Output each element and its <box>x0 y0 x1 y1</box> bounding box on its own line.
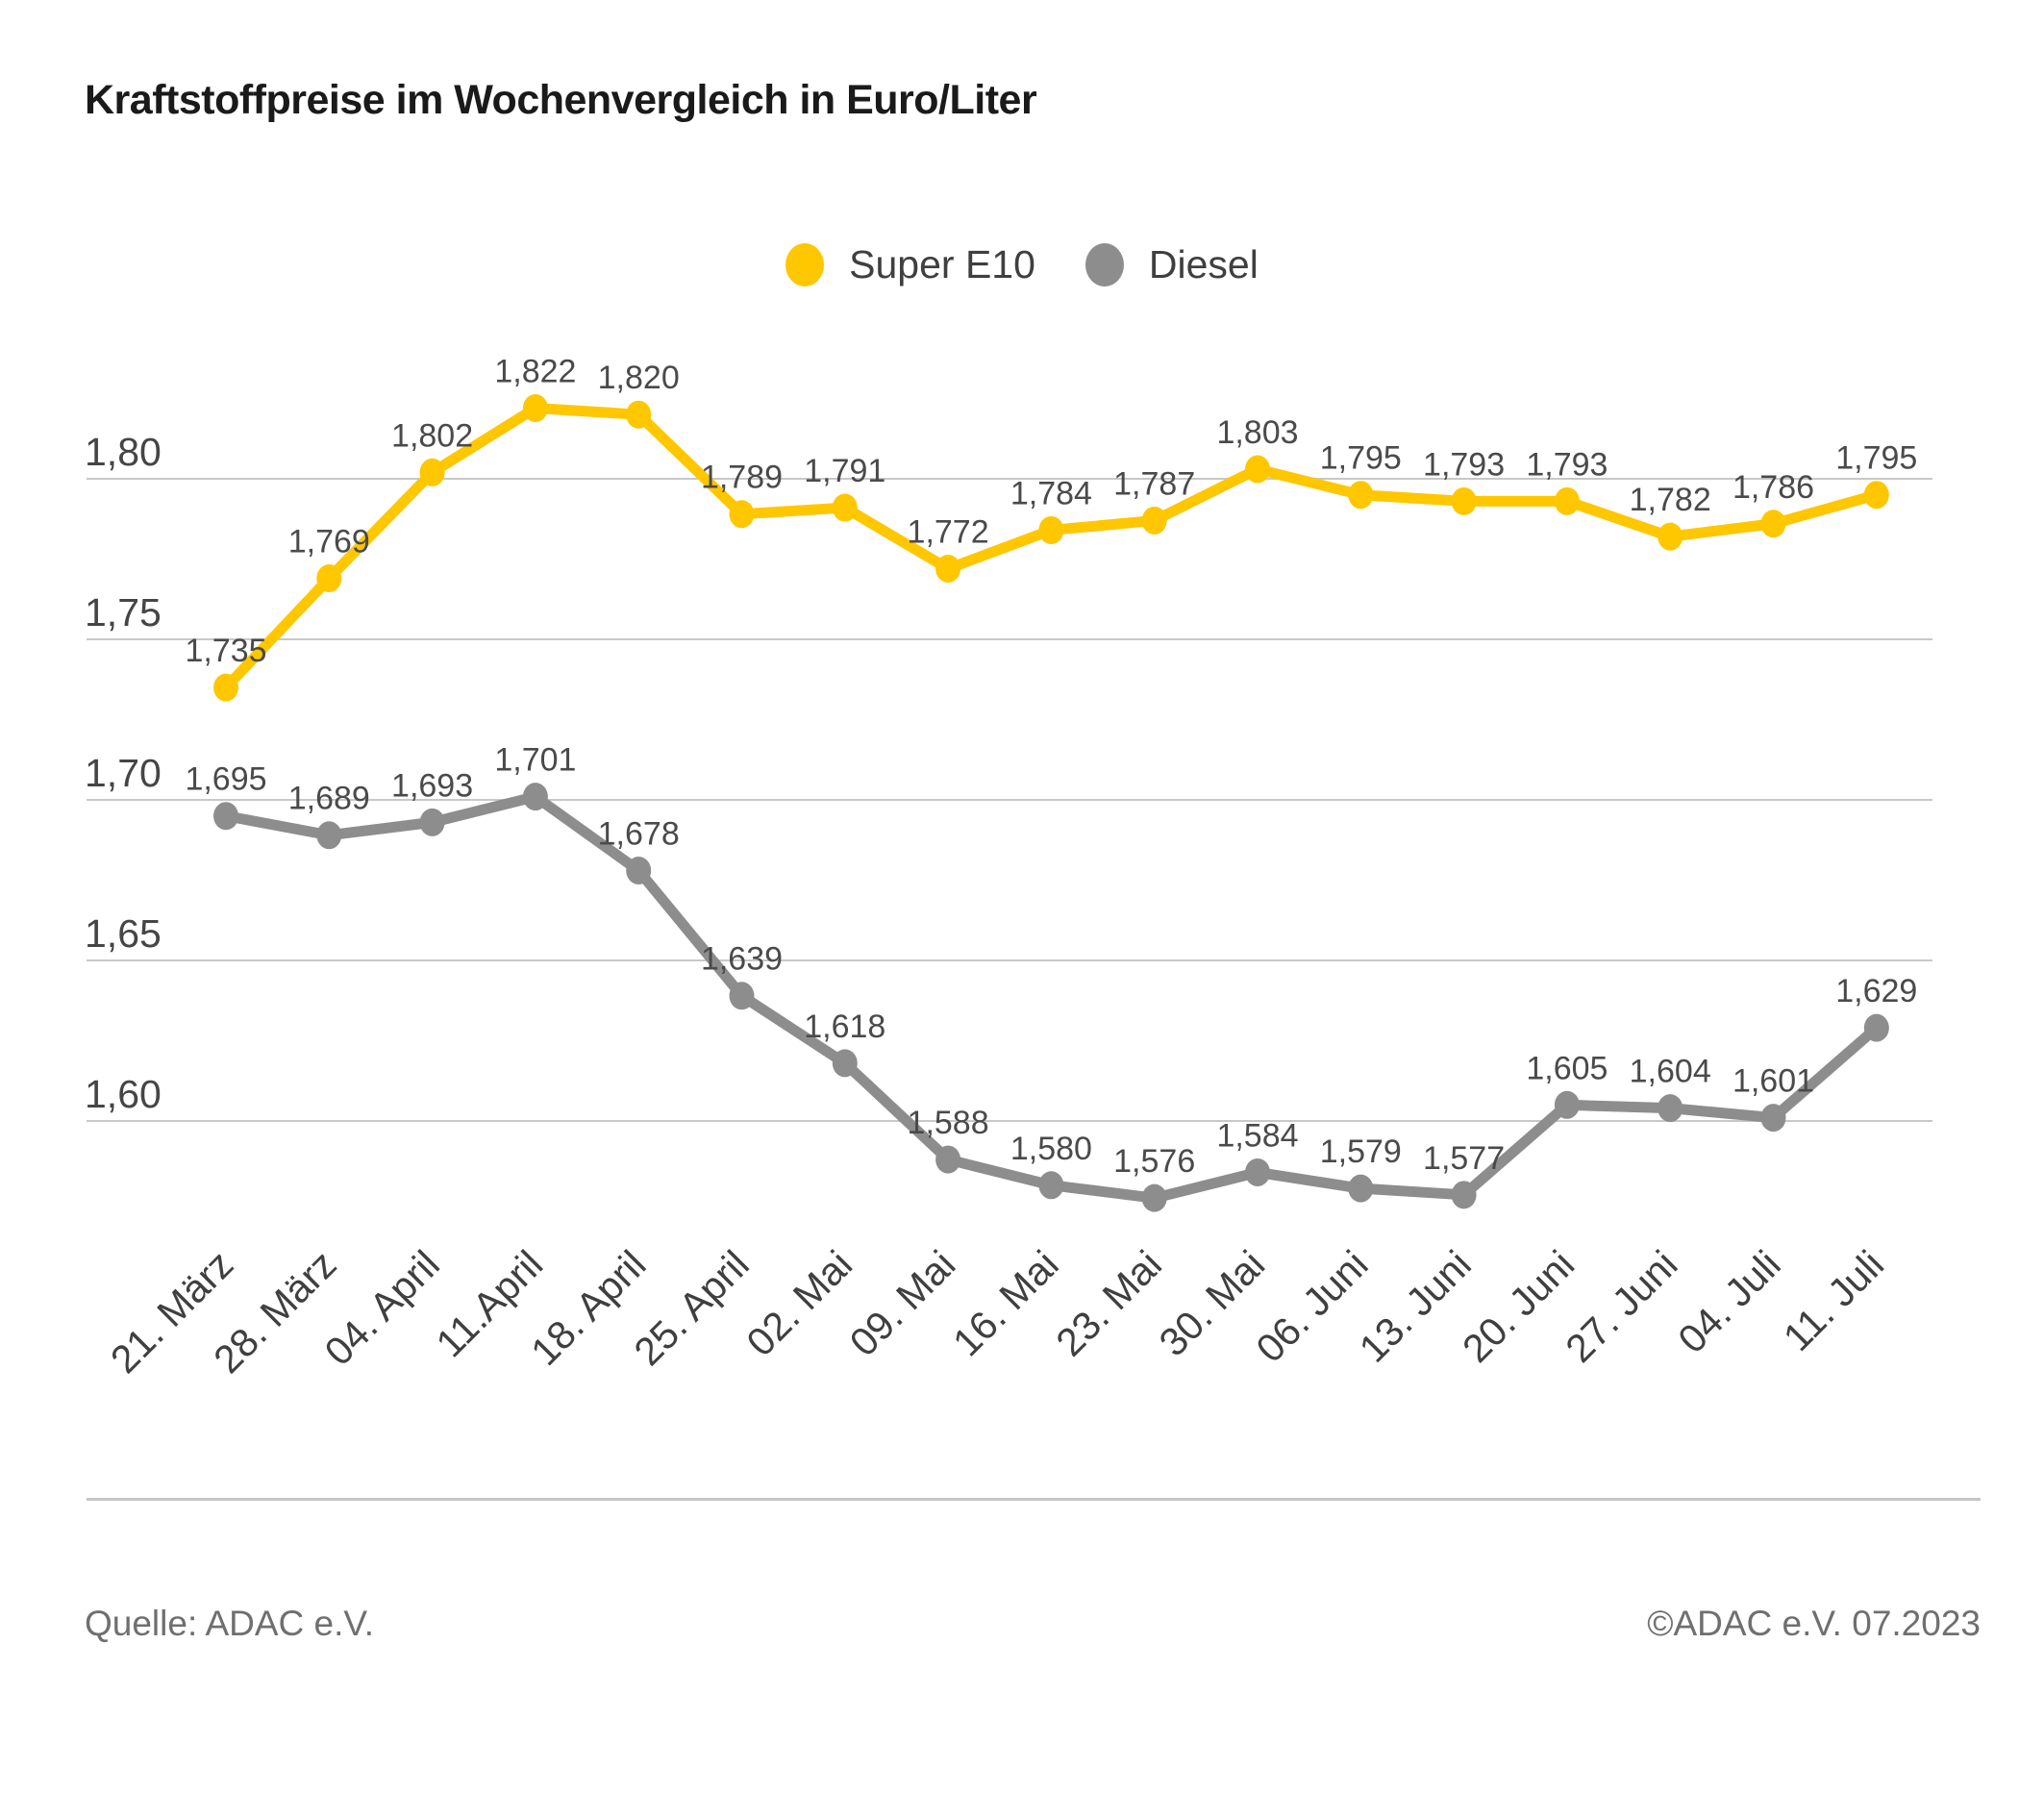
data-point-label: 1,789 <box>701 460 783 496</box>
data-point-diesel <box>1451 1181 1477 1209</box>
data-point-label: 1,605 <box>1526 1050 1608 1086</box>
data-point-label: 1,576 <box>1113 1143 1195 1180</box>
data-point-label: 1,772 <box>908 514 989 551</box>
data-point-super-e10 <box>832 493 858 522</box>
data-point-super-e10 <box>1863 481 1889 510</box>
data-point-diesel <box>316 821 342 850</box>
data-point-label: 1,793 <box>1526 446 1608 483</box>
legend-label-super-e10: Super E10 <box>849 242 1035 286</box>
data-point-label: 1,695 <box>185 761 266 798</box>
data-point-diesel <box>729 982 755 1010</box>
data-point-label: 1,588 <box>908 1105 989 1141</box>
data-point-label: 1,802 <box>391 417 473 454</box>
x-axis-tick-label: 09. Mai <box>841 1242 964 1365</box>
data-point-diesel <box>1760 1104 1786 1133</box>
super-e10-dot-icon <box>785 243 825 286</box>
x-axis-tick-label: 06. Juni <box>1248 1242 1377 1371</box>
data-point-super-e10 <box>1038 515 1064 544</box>
legend-item-super-e10: Super E10 <box>785 242 1035 287</box>
data-point-diesel <box>626 856 652 884</box>
data-point-label: 1,601 <box>1732 1063 1814 1100</box>
data-point-super-e10 <box>1451 486 1477 515</box>
data-point-super-e10 <box>213 673 238 702</box>
data-point-label: 1,820 <box>598 360 680 396</box>
data-point-label: 1,784 <box>1010 475 1092 511</box>
data-point-diesel <box>1038 1171 1064 1200</box>
data-point-super-e10 <box>419 458 445 486</box>
data-point-label: 1,579 <box>1320 1133 1402 1170</box>
page-title: Kraftstoffpreise im Wochenvergleich in E… <box>85 77 1037 123</box>
x-axis-tick-label: 04. April <box>316 1242 448 1374</box>
y-axis-tick-label: 1,80 <box>85 430 162 474</box>
x-axis-tick-label: 04. Juli <box>1669 1242 1788 1361</box>
x-axis-tick-label: 16. Mai <box>944 1242 1067 1365</box>
data-point-super-e10 <box>522 394 548 423</box>
copyright-note: ©ADAC e.V. 07.2023 <box>1647 1604 1981 1643</box>
data-point-super-e10 <box>1554 486 1580 515</box>
x-axis-tick-label: 27. Juni <box>1557 1242 1685 1371</box>
data-point-label: 1,629 <box>1835 973 1917 1009</box>
data-point-super-e10 <box>1141 506 1167 535</box>
data-point-label: 1,803 <box>1216 414 1298 451</box>
data-point-label: 1,604 <box>1630 1054 1711 1090</box>
data-point-diesel <box>1348 1174 1374 1203</box>
data-point-diesel <box>522 783 548 811</box>
x-axis-tick-label: 18. April <box>522 1242 654 1374</box>
y-axis-tick-label: 1,60 <box>85 1072 162 1116</box>
data-point-label: 1,787 <box>1113 465 1195 502</box>
y-axis-tick-label: 1,65 <box>85 911 162 956</box>
source-note: Quelle: ADAC e.V. <box>85 1604 374 1643</box>
data-point-super-e10 <box>729 500 755 529</box>
data-point-super-e10 <box>1658 522 1683 551</box>
data-point-label: 1,822 <box>494 354 576 390</box>
data-point-diesel <box>1245 1158 1270 1186</box>
x-axis-tick-label: 13. Juni <box>1351 1242 1480 1371</box>
data-point-label: 1,577 <box>1423 1140 1505 1177</box>
x-axis-tick-label: 11. Juli <box>1775 1242 1892 1359</box>
data-point-diesel <box>1141 1183 1167 1212</box>
data-point-label: 1,639 <box>701 941 783 978</box>
data-point-super-e10 <box>935 555 961 584</box>
legend-item-diesel: Diesel <box>1084 242 1259 287</box>
y-axis-tick-label: 1,70 <box>85 751 162 795</box>
data-point-label: 1,769 <box>288 524 370 560</box>
data-point-diesel <box>1658 1094 1683 1123</box>
data-point-label: 1,584 <box>1216 1117 1298 1154</box>
data-point-super-e10 <box>1760 510 1786 538</box>
x-axis-tick-label: 23. Mai <box>1047 1242 1170 1365</box>
data-point-label: 1,701 <box>494 742 576 779</box>
data-point-label: 1,786 <box>1732 469 1814 506</box>
data-point-label: 1,795 <box>1835 440 1917 477</box>
data-point-label: 1,618 <box>804 1009 885 1045</box>
data-point-super-e10 <box>1245 455 1270 484</box>
data-point-diesel <box>1863 1013 1889 1042</box>
x-axis-tick-label: 25. April <box>626 1242 758 1374</box>
data-point-label: 1,795 <box>1320 440 1402 477</box>
data-point-label: 1,735 <box>185 633 266 669</box>
data-point-label: 1,791 <box>804 453 885 489</box>
data-point-label: 1,689 <box>288 781 370 817</box>
data-point-super-e10 <box>626 400 652 429</box>
data-point-label: 1,693 <box>391 767 473 804</box>
data-point-label: 1,678 <box>598 815 680 852</box>
series-line-super-e10 <box>222 403 1879 691</box>
data-point-label: 1,782 <box>1630 482 1711 518</box>
data-point-diesel <box>213 802 238 831</box>
data-point-label: 1,793 <box>1423 446 1505 483</box>
data-point-diesel <box>935 1145 961 1174</box>
x-axis-tick-label: 20. Juni <box>1454 1242 1583 1371</box>
legend-label-diesel: Diesel <box>1148 242 1259 286</box>
data-point-diesel <box>832 1049 858 1078</box>
legend: Super E10 Diesel <box>0 242 2044 287</box>
data-point-label: 1,580 <box>1010 1131 1092 1167</box>
data-point-super-e10 <box>316 564 342 593</box>
diesel-dot-icon <box>1084 243 1124 286</box>
data-point-diesel <box>419 808 445 836</box>
y-axis-tick-label: 1,75 <box>85 590 162 635</box>
x-axis-tick-label: 02. Mai <box>738 1242 861 1365</box>
footer-divider <box>87 1498 1981 1501</box>
data-point-super-e10 <box>1348 481 1374 510</box>
data-point-diesel <box>1554 1090 1580 1119</box>
